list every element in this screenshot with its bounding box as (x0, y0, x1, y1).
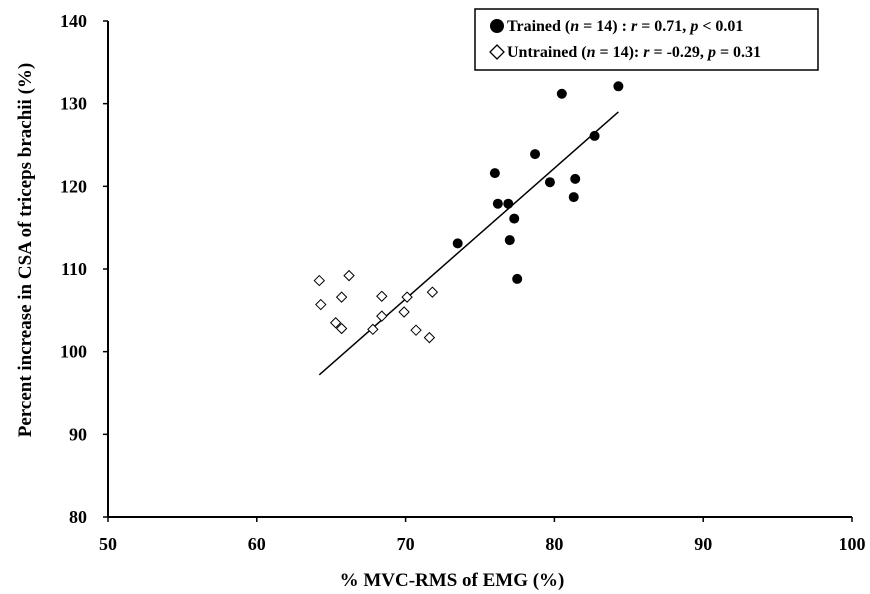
x-tick-label: 70 (397, 534, 415, 554)
trained-point (452, 238, 463, 249)
data-points (313, 81, 624, 344)
legend-trained-marker (490, 19, 504, 33)
legend-text-part: n (570, 18, 579, 35)
legend: Trained (n = 14) : r = 0.71, p < 0.01Unt… (474, 8, 819, 71)
trained-point (613, 81, 624, 92)
legend-text-part: n (587, 44, 596, 61)
legend-text-part: Trained ( (507, 18, 570, 35)
trained-point (509, 213, 520, 224)
x-tick-label: 90 (694, 534, 712, 554)
untrained-point (335, 322, 348, 335)
y-axis-ticks: 80 90 100 110 120 130 140 (60, 11, 108, 527)
untrained-point (315, 298, 327, 311)
trained-point (489, 168, 500, 179)
untrained-point (423, 331, 436, 344)
y-tick-label: 140 (60, 11, 87, 31)
legend-untrained-label: Untrained (n = 14): r = -0.29, p = 0.31 (507, 44, 761, 61)
y-tick-label: 130 (60, 94, 87, 114)
trained-point (503, 198, 514, 209)
trained-point (492, 198, 503, 209)
axes (107, 21, 852, 518)
legend-text-part: = 14): (595, 44, 643, 61)
untrained-point (426, 286, 439, 298)
legend-text-part: Untrained ( (507, 44, 587, 61)
untrained-point (343, 269, 355, 282)
y-tick-label: 120 (60, 176, 87, 196)
x-tick-label: 80 (545, 534, 563, 554)
trained-point (568, 192, 579, 203)
legend-untrained-marker (489, 44, 505, 60)
legend-text-part: = 0.71, (637, 18, 690, 35)
x-axis-ticks: 50 60 70 80 90 100 (99, 517, 866, 554)
trained-point (530, 149, 541, 160)
x-tick-label: 100 (839, 534, 866, 554)
x-axis-label: % MVC-RMS of EMG (%) (340, 570, 565, 591)
legend-text-part: = 14) : (579, 18, 631, 35)
trained-point (504, 235, 515, 246)
x-tick-label: 60 (248, 534, 266, 554)
untrained-point (410, 324, 422, 336)
untrained-point (335, 291, 348, 303)
legend-box (474, 8, 819, 71)
untrained-point (376, 310, 388, 322)
legend-text-part: r (643, 44, 650, 61)
trained-point (589, 130, 600, 141)
y-tick-label: 80 (69, 507, 87, 527)
untrained-point (376, 290, 388, 302)
y-tick-label: 110 (61, 259, 87, 279)
trendline (318, 111, 619, 376)
legend-text-part: p (706, 44, 716, 61)
y-axis-label: Percent increase in CSA of triceps brach… (15, 63, 36, 437)
trained-point (570, 173, 581, 184)
trained-point (544, 177, 555, 188)
legend-trained-label: Trained (n = 14) : r = 0.71, p < 0.01 (507, 18, 743, 35)
untrained-point (401, 291, 413, 303)
untrained-point (367, 323, 379, 336)
legend-text-part: r (631, 18, 638, 35)
x-tick-label: 50 (99, 534, 117, 554)
legend-text-part: = -0.29, (649, 44, 707, 61)
legend-text-part: p (688, 18, 698, 35)
y-tick-label: 100 (60, 342, 87, 362)
untrained-point (329, 317, 342, 329)
legend-text-part: = 0.31 (716, 44, 761, 61)
legend-text-part: < 0.01 (698, 18, 743, 35)
trained-point (512, 273, 523, 284)
y-tick-label: 90 (69, 424, 87, 444)
untrained-point (398, 306, 410, 318)
untrained-point (313, 274, 326, 287)
trained-point (556, 88, 567, 99)
